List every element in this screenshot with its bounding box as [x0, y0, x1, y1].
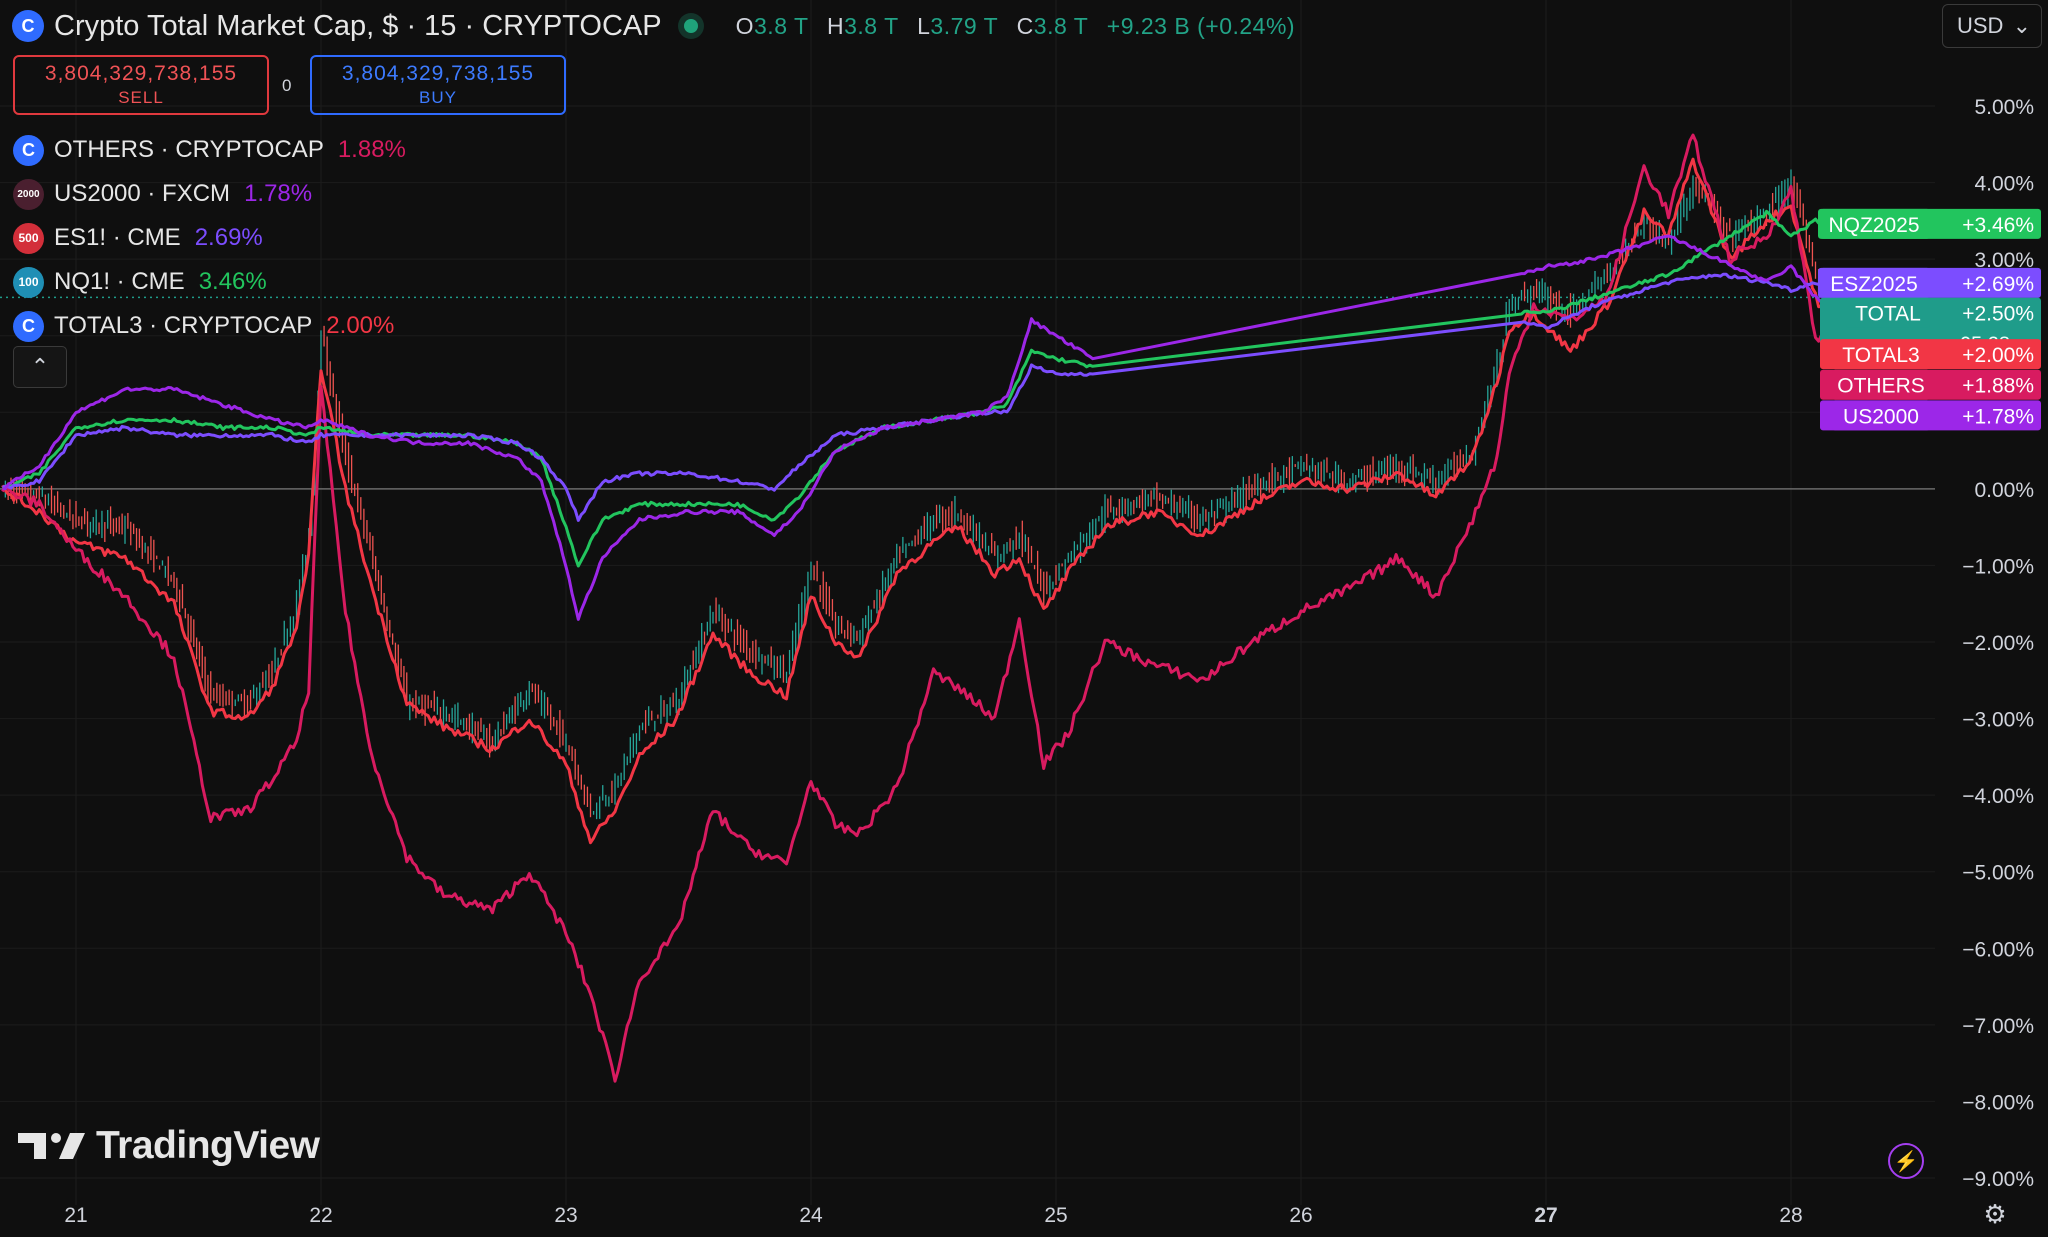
x-tick-label: 23 [554, 1204, 577, 1227]
y-tick-label: −5.00% [1962, 862, 2034, 885]
y-tick-label: 0.00% [1974, 479, 2034, 502]
price-label-value: +2.69% [1962, 273, 2034, 296]
change-value: +9.23 B (+0.24%) [1106, 12, 1296, 39]
price-label-name-box [1818, 208, 1930, 239]
close-value: 3.8 T [1033, 12, 1088, 39]
legend-label: ES1! · CME [54, 224, 181, 251]
currency-select[interactable]: USD ⌄ [1942, 4, 2042, 48]
sell-button[interactable]: 3,804,329,738,155 SELL [13, 55, 269, 115]
price-label-name-box [1832, 369, 1930, 400]
price-label-value: +1.78% [1962, 405, 2034, 428]
x-tick-label: 22 [309, 1204, 332, 1227]
buy-button[interactable]: 3,804,329,738,155 BUY [310, 55, 566, 115]
price-label-value: +2.00% [1962, 344, 2034, 367]
legend-item-us2000[interactable]: 2000 US2000 · FXCM 1.78% [13, 172, 406, 216]
low-key: L [917, 12, 931, 39]
series-line-total3[interactable] [1, 157, 1903, 845]
legend-item-others[interactable]: C OTHERS · CRYPTOCAP 1.88% [13, 128, 406, 172]
y-tick-label: −9.00% [1962, 1168, 2034, 1191]
price-label-name-box [1818, 267, 1930, 298]
x-tick-label: 21 [64, 1204, 87, 1227]
legend-label: US2000 · FXCM [54, 180, 231, 207]
close-key: C [1016, 12, 1034, 39]
nasdaq100-icon: 100 [13, 266, 44, 298]
gear-icon[interactable]: ⚙ [1983, 1198, 2007, 1229]
open-key: O [735, 12, 755, 39]
price-label-name: TOTAL3 [1842, 344, 1919, 367]
legend-item-nq1[interactable]: 100 NQ1! · CME 3.46% [13, 260, 406, 304]
cryptocap-icon: C [12, 10, 44, 42]
x-tick-label: 24 [799, 1204, 823, 1227]
chevron-up-icon: ⌃ [30, 354, 50, 379]
spread-value: 0 [282, 76, 292, 95]
x-tick-label: 25 [1044, 1204, 1067, 1227]
price-label-name: TOTAL [1855, 303, 1921, 326]
legend-item-total3[interactable]: C TOTAL3 · CRYPTOCAP 2.00% [13, 304, 406, 348]
cryptocap-icon: C [13, 310, 44, 342]
series-line-nqz2025[interactable] [1, 209, 1902, 568]
price-label-name-box [1846, 297, 1930, 328]
legend-value: 2.00% [326, 312, 395, 339]
market-status-icon[interactable] [683, 19, 698, 33]
price-label-name: ESZ2025 [1830, 273, 1918, 296]
lightning-icon[interactable]: ⚡ [1888, 1143, 1924, 1179]
y-tick-label: −3.00% [1962, 709, 2034, 732]
price-label-value: +2.50% [1962, 303, 2034, 326]
y-tick-label: 5.00% [1974, 96, 2034, 119]
symbol-title[interactable]: Crypto Total Market Cap, $ · 15 · CRYPTO… [54, 9, 662, 42]
high-key: H [827, 12, 845, 39]
legend-label: OTHERS · CRYPTOCAP [54, 136, 324, 163]
series-line-us2000[interactable] [2, 234, 1902, 621]
chevron-down-icon: ⌄ [2012, 13, 2031, 38]
price-label-value: +1.88% [1962, 375, 2034, 398]
x-tick-label: 28 [1779, 1204, 1802, 1227]
legend-value: 1.78% [244, 180, 313, 207]
ohlc-readout: O3.8 T H3.8 T L3.79 T C3.8 T +9.23 B (+0… [724, 13, 1295, 40]
tradingview-mark-icon [18, 1133, 85, 1159]
collapse-legend-button[interactable]: ⌃ [13, 346, 67, 388]
buy-label: BUY [419, 88, 457, 107]
legend-value: 1.88% [337, 136, 406, 163]
y-tick-label: −6.00% [1962, 938, 2034, 961]
total-candles [4, 169, 1902, 820]
chart-header: C Crypto Total Market Cap, $ · 15 · CRYP… [12, 6, 1295, 46]
y-tick-label: −7.00% [1962, 1015, 2034, 1038]
legend-item-es1[interactable]: 500 ES1! · CME 2.69% [13, 216, 406, 260]
price-label-value: +3.46% [1962, 214, 2034, 237]
sp500-icon: 500 [13, 222, 44, 254]
legend-value: 2.69% [194, 224, 263, 251]
series-legend: C OTHERS · CRYPTOCAP 1.88% 2000 US2000 ·… [13, 128, 406, 348]
price-label-name-box [1832, 339, 1930, 370]
logo-text: TradingView [96, 1124, 320, 1167]
tradingview-logo[interactable]: TradingView [18, 1124, 320, 1168]
open-value: 3.8 T [754, 12, 809, 39]
y-tick-label: −1.00% [1962, 555, 2034, 578]
sell-price: 3,804,329,738,155 [44, 62, 238, 85]
x-tick-label: 27 [1534, 1204, 1557, 1227]
y-tick-label: 3.00% [1974, 249, 2034, 272]
price-label-name: OTHERS [1837, 375, 1925, 398]
legend-label: NQ1! · CME [54, 268, 185, 295]
y-tick-label: −4.00% [1962, 785, 2034, 808]
series-line-others[interactable] [1, 133, 1903, 1083]
y-tick-label: −8.00% [1962, 1091, 2034, 1114]
price-label-name: US2000 [1843, 405, 1919, 428]
series-line-esz2025[interactable] [2, 272, 1902, 522]
legend-label: TOTAL3 · CRYPTOCAP [54, 312, 313, 339]
buy-price: 3,804,329,738,155 [341, 62, 535, 85]
sell-label: SELL [118, 88, 164, 107]
x-tick-label: 26 [1289, 1204, 1312, 1227]
us2000-icon: 2000 [13, 178, 44, 210]
legend-value: 3.46% [198, 268, 267, 295]
low-value: 3.79 T [930, 12, 998, 39]
currency-label: USD [1957, 13, 2004, 38]
y-tick-label: −2.00% [1962, 632, 2034, 655]
price-label-name-box [1832, 400, 1930, 431]
cryptocap-icon: C [13, 134, 44, 166]
high-value: 3.8 T [844, 12, 899, 39]
price-label-name: NQZ2025 [1828, 214, 1919, 237]
y-tick-label: 4.00% [1974, 173, 2034, 196]
